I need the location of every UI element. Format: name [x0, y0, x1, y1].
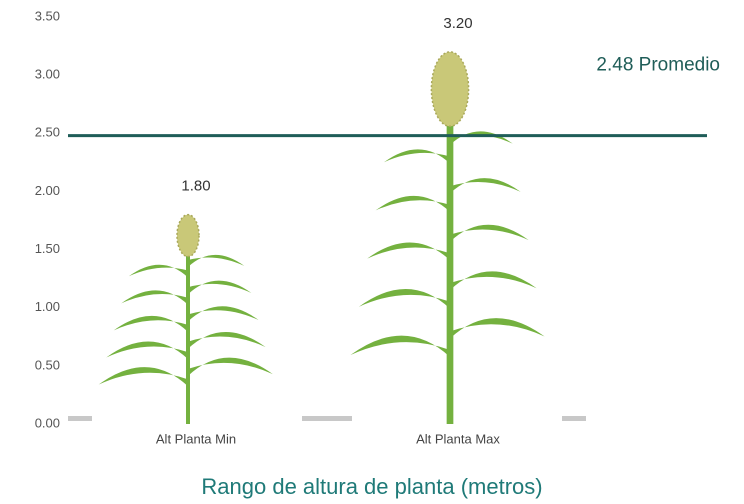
plant-leaf — [450, 224, 529, 242]
y-tick-label: 3.50 — [35, 8, 60, 23]
plant-leaf — [450, 178, 521, 194]
plant-leaf — [188, 254, 245, 268]
plant-leaf — [121, 290, 188, 305]
plant-tassel — [176, 213, 200, 258]
y-tick-label: 0.00 — [35, 415, 60, 430]
plant-leaf — [383, 149, 450, 164]
y-tick-label: 3.00 — [35, 67, 60, 82]
plant — [350, 51, 545, 424]
plant-leaf — [188, 306, 259, 322]
plant-leaf — [350, 335, 450, 358]
baseline-dash — [68, 416, 92, 421]
plant-tassel — [430, 51, 470, 128]
plant-leaf — [188, 331, 266, 349]
y-tick-label: 0.50 — [35, 357, 60, 372]
value-label: 3.20 — [443, 15, 472, 32]
plant-leaf — [188, 357, 273, 376]
y-tick-label: 1.50 — [35, 241, 60, 256]
plant-leaf — [450, 318, 545, 339]
plant — [98, 213, 273, 424]
plant-leaf — [188, 280, 252, 295]
reference-label: 2.48 Promedio — [596, 55, 720, 76]
plant-leaf — [98, 367, 188, 387]
plant-leaf — [113, 315, 188, 332]
y-tick-label: 1.00 — [35, 299, 60, 314]
x-tick-label: Alt Planta Min — [156, 431, 236, 446]
chart-title: Rango de altura de planta (metros) — [201, 474, 542, 499]
baseline-dash — [562, 416, 586, 421]
y-tick-label: 2.50 — [35, 125, 60, 140]
plant-leaf — [106, 341, 188, 360]
value-label: 1.80 — [181, 178, 210, 195]
baseline-dash — [302, 416, 352, 421]
plant-leaf — [358, 289, 450, 309]
plant-leaf — [375, 195, 450, 212]
plant-leaf — [367, 242, 450, 261]
x-tick-label: Alt Planta Max — [416, 431, 500, 446]
y-tick-label: 2.00 — [35, 183, 60, 198]
plant-leaf — [128, 264, 188, 278]
plant-leaf — [450, 271, 537, 291]
